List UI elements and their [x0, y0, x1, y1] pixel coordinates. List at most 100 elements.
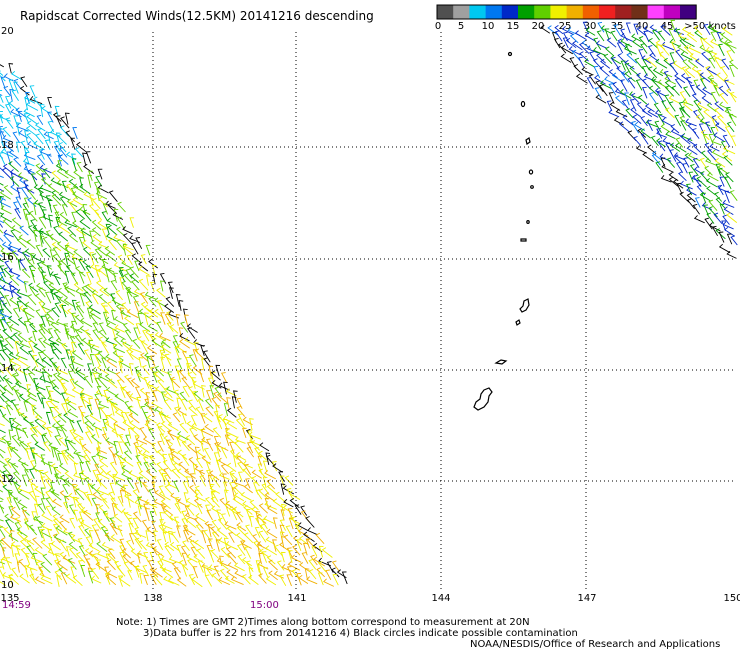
wind-barb	[234, 440, 244, 453]
wind-barb	[134, 499, 147, 509]
wind-barb	[191, 576, 203, 588]
wind-barb	[57, 133, 67, 145]
wind-barb	[671, 85, 680, 96]
wind-barb	[686, 192, 696, 203]
wind-barb	[113, 234, 125, 243]
wind-barb	[686, 145, 698, 155]
wind-barb	[16, 296, 28, 308]
island-asuncion	[525, 137, 531, 145]
wind-barb	[124, 315, 135, 326]
wind-barb	[124, 441, 132, 454]
wind-barb	[16, 237, 27, 248]
wind-barb	[646, 56, 657, 68]
wind-barb	[45, 497, 54, 509]
wind-barb	[62, 483, 69, 495]
wind-barb	[34, 358, 45, 368]
wind-barb	[97, 364, 109, 375]
wind-barb	[47, 120, 55, 133]
wind-barb	[14, 522, 22, 535]
wind-barb	[154, 308, 164, 318]
wind-barb	[25, 213, 31, 227]
wind-barb	[210, 371, 216, 384]
wind-barb	[37, 526, 43, 539]
wind-barb	[234, 562, 245, 572]
wind-barb	[18, 393, 28, 403]
wind-barb	[119, 551, 126, 564]
wind-barb	[55, 337, 68, 348]
colorbar-label: 5	[457, 21, 465, 32]
wind-barb	[95, 451, 108, 460]
wind-barb	[19, 340, 31, 348]
wind-barb	[164, 303, 174, 313]
wind-barb	[72, 196, 84, 206]
wind-barb	[203, 350, 211, 363]
wind-barb	[58, 231, 69, 242]
wind-barb	[722, 199, 735, 208]
wind-barb	[0, 131, 5, 143]
wind-barb	[166, 386, 179, 395]
wind-barb	[126, 308, 139, 319]
wind-barb	[42, 236, 52, 249]
wind-barb	[0, 474, 5, 487]
wind-barb	[88, 397, 93, 411]
wind-barb	[116, 564, 126, 577]
wind-barb	[717, 114, 727, 127]
wind-barb	[675, 49, 685, 61]
wind-barb	[60, 449, 69, 461]
wind-barb	[624, 45, 637, 55]
wind-barb	[200, 441, 206, 452]
wind-barb	[172, 462, 180, 474]
wind-map[interactable]	[0, 0, 740, 600]
wind-barb	[206, 461, 211, 474]
wind-barb	[88, 530, 94, 543]
wind-barb	[179, 422, 189, 434]
wind-barb	[19, 573, 30, 584]
wind-barb	[13, 375, 21, 388]
wind-barb	[8, 280, 20, 291]
wind-barb	[708, 57, 716, 69]
wind-barb	[673, 152, 685, 161]
wind-barb	[107, 548, 116, 559]
wind-barb	[615, 108, 628, 118]
wind-barb	[138, 261, 149, 272]
wind-barb	[40, 457, 53, 467]
wind-barb	[59, 146, 68, 158]
wind-barb	[180, 398, 188, 411]
wind-barb	[75, 209, 85, 220]
wind-barb	[663, 57, 674, 69]
wind-barb	[121, 465, 132, 474]
wind-barb	[194, 446, 200, 460]
wind-barb	[196, 449, 206, 459]
wind-barb	[34, 441, 45, 451]
wind-barb	[185, 517, 197, 529]
wind-barb	[645, 119, 658, 128]
wind-barb	[29, 253, 35, 265]
wind-barb	[165, 439, 173, 452]
wind-barb	[58, 296, 70, 306]
wind-barb	[24, 301, 35, 312]
wind-barb	[42, 274, 54, 285]
wind-barb	[22, 158, 35, 167]
wind-barb	[125, 434, 131, 447]
wind-barb	[0, 559, 6, 570]
wind-barb	[52, 498, 62, 508]
wind-barb	[51, 463, 62, 474]
wind-barb	[680, 106, 691, 118]
wind-barb	[41, 366, 53, 378]
wind-barb	[286, 566, 293, 578]
wind-barb	[678, 101, 686, 114]
wind-barb	[332, 573, 339, 586]
island-anatahan	[526, 220, 530, 225]
wind-barb	[297, 527, 309, 537]
wind-barb	[64, 252, 69, 265]
wind-barb	[15, 196, 22, 209]
wind-barb	[242, 460, 253, 469]
wind-barb	[51, 362, 61, 375]
wind-barb	[71, 158, 77, 171]
wind-barb	[64, 399, 70, 411]
wind-barb	[695, 84, 707, 96]
wind-barb	[724, 108, 737, 118]
colorbar-frame	[436, 4, 697, 20]
wind-barb	[47, 461, 53, 475]
wind-barb	[656, 128, 663, 139]
